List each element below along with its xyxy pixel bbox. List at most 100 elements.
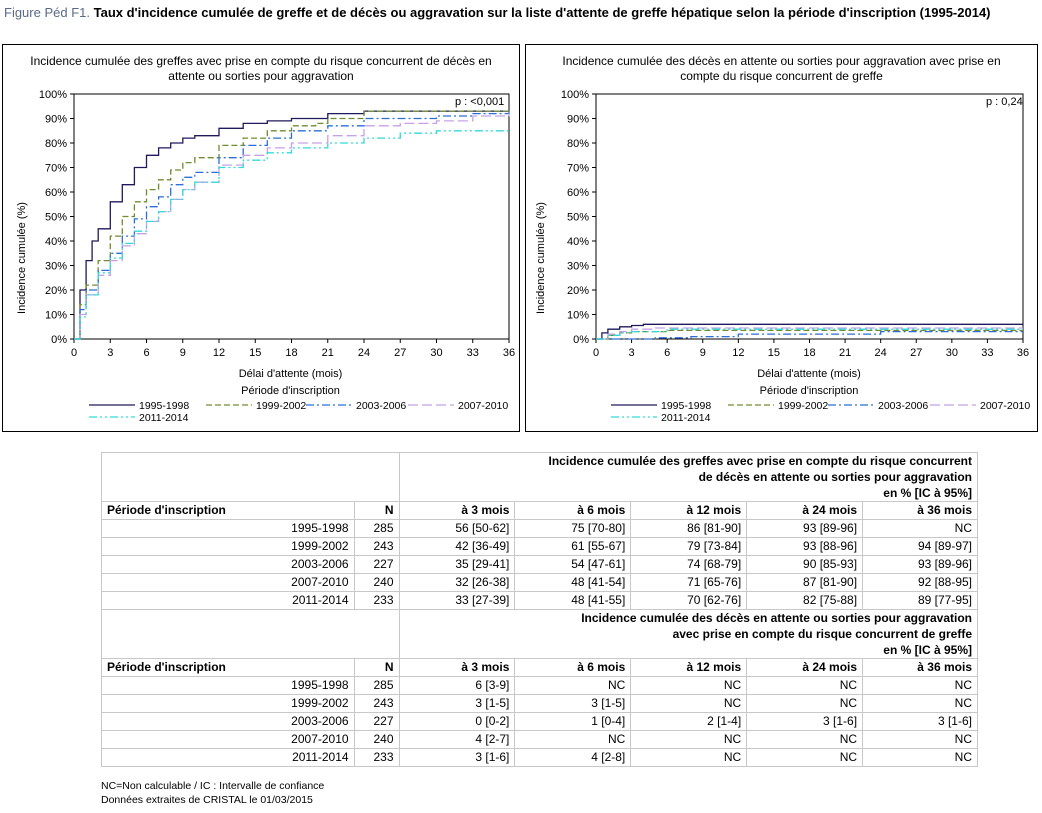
chart-svg-deces: 0%10%20%30%40%50%60%70%80%90%100%0 3 6 9 12 1… [561, 89, 1031, 424]
y-tick-label: 40% [45, 236, 67, 248]
value-cell: 3 [1-6] [398, 748, 516, 767]
legend-label: 2011-2014 [139, 412, 189, 424]
column-header: à 36 mois [862, 501, 978, 520]
value-cell: 0 [0-2] [398, 712, 516, 731]
column-header: à 12 mois [630, 658, 748, 677]
y-tick-label: 90% [567, 114, 589, 126]
x-tick-label: 36 [503, 347, 515, 359]
y-tick-label: 60% [567, 187, 589, 199]
series-line-1995-1998 [596, 323, 1023, 340]
results-table: Incidence cumulée des greffes avec prise… [101, 452, 978, 767]
block2-title-line: Incidence cumulée des décès en attente o… [581, 611, 972, 625]
value-cell: 54 [47-61] [514, 555, 632, 574]
column-header: N [353, 501, 400, 520]
legend-label: 2003-2006 [878, 400, 928, 412]
chart-title: Incidence cumulée des greffes avec prise… [30, 54, 492, 83]
x-tick-label: 30 [430, 347, 442, 359]
series-line-2003-2006 [596, 330, 1023, 340]
x-tick-label: 6 [143, 347, 149, 359]
value-cell: NC [514, 676, 632, 695]
y-tick-label: 70% [567, 163, 589, 175]
x-tick-label: 3 [629, 347, 635, 359]
value-cell: 48 [41-55] [514, 591, 632, 610]
y-tick-label: 0% [51, 334, 67, 346]
y-tick-label: 100% [561, 89, 589, 101]
figure-title-text: Taux d'incidence cumulée de greffe et de… [93, 5, 991, 20]
value-cell: NC [746, 748, 864, 767]
series-line-2003-2006 [74, 111, 510, 340]
value-cell: 93 [88-96] [746, 537, 864, 556]
value-cell: NC [746, 694, 864, 713]
x-tick-label: 6 [664, 347, 670, 359]
column-header: à 36 mois [862, 658, 978, 677]
value-cell: 82 [75-88] [746, 591, 864, 610]
period-cell: 2003-2006 [101, 712, 355, 731]
legend-title: Période d'inscription [759, 385, 859, 397]
x-tick-label: 30 [946, 347, 958, 359]
value-cell: 48 [41-54] [514, 573, 632, 592]
table-row: 1995-1998 285 6 [3-9] NC NC NC NC [101, 676, 978, 695]
legend-label: 2007-2010 [458, 400, 508, 412]
table-row: 1995-1998 285 56 [50-62] 75 [70-80] 86 [81-9… [101, 519, 978, 538]
y-tick-label: 70% [45, 163, 67, 175]
period-cell: 1995-1998 [101, 519, 355, 538]
legend-label: 1995-1998 [661, 400, 711, 412]
footnotes: NC=Non calculable / IC : Intervalle de c… [101, 779, 324, 807]
x-tick-label: 24 [875, 347, 887, 359]
y-tick-label: 80% [45, 138, 67, 150]
block1-title: Incidence cumulée des greffes avec prise… [398, 452, 978, 502]
value-cell: 94 [89-97] [862, 537, 978, 556]
block1-title-line: de décès en attente ou sorties pour aggr… [698, 470, 972, 484]
value-cell: NC [630, 730, 748, 749]
x-tick-label: 36 [1017, 347, 1029, 359]
chart-svg-greffes: 0%10%20%30%40%50%60%70%80%90%100%0 3 6 9 12 1… [39, 89, 515, 424]
p-value-annotation: p : <0,001 [455, 96, 505, 108]
y-tick-label: 0% [573, 334, 589, 346]
block1-title-line: Incidence cumulée des greffes avec prise… [548, 454, 972, 468]
legend-label: 2007-2010 [980, 400, 1030, 412]
chart-panel-greffes: Incidence cumulée des greffes avec prise… [2, 44, 520, 432]
value-cell: 1 [0-4] [514, 712, 632, 731]
column-header: à 12 mois [630, 501, 748, 520]
period-cell: 2011-2014 [101, 591, 355, 610]
y-axis-label: Incidence cumulée (%) [16, 202, 28, 314]
y-tick-label: 30% [567, 261, 589, 273]
table-row: 2003-2006 227 35 [29-41] 54 [47-61] 74 [68-7… [101, 555, 978, 574]
column-header: à 24 mois [746, 501, 864, 520]
y-tick-label: 60% [45, 187, 67, 199]
value-cell: 56 [50-62] [398, 519, 516, 538]
x-tick-label: 18 [285, 347, 297, 359]
chart-panel-deces: Incidence cumulée des décès en attente o… [525, 44, 1038, 432]
n-cell: 243 [353, 537, 400, 556]
table-row: 2011-2014 233 3 [1-6] 4 [2-8] NC NC NC [101, 748, 978, 767]
value-cell: 87 [81-90] [746, 573, 864, 592]
empty-cell [101, 452, 400, 502]
table-row: 2011-2014 233 33 [27-39] 48 [41-55] 70 [62-7… [101, 591, 978, 610]
value-cell: 42 [36-49] [398, 537, 516, 556]
y-tick-label: 100% [39, 89, 67, 101]
figure-prefix: Figure Péd F1. [4, 5, 90, 20]
table-row: 1999-2002 243 3 [1-5] 3 [1-5] NC NC NC [101, 694, 978, 713]
value-cell: 86 [81-90] [630, 519, 748, 538]
p-value-annotation: p : 0,24 [986, 96, 1023, 108]
x-tick-label: 15 [768, 347, 780, 359]
value-cell: 74 [68-79] [630, 555, 748, 574]
value-cell: NC [862, 676, 978, 695]
n-cell: 240 [353, 730, 400, 749]
value-cell: 92 [88-95] [862, 573, 978, 592]
n-cell: 285 [353, 519, 400, 538]
value-cell: 79 [73-84] [630, 537, 748, 556]
value-cell: 3 [1-6] [746, 712, 864, 731]
y-tick-label: 10% [45, 310, 67, 322]
x-tick-label: 21 [839, 347, 851, 359]
y-tick-label: 10% [567, 310, 589, 322]
x-tick-label: 12 [732, 347, 744, 359]
value-cell: 71 [65-76] [630, 573, 748, 592]
y-tick-label: 50% [567, 212, 589, 224]
value-cell: NC [746, 730, 864, 749]
value-cell: NC [746, 676, 864, 695]
period-cell: 2003-2006 [101, 555, 355, 574]
value-cell: 93 [89-96] [746, 519, 864, 538]
